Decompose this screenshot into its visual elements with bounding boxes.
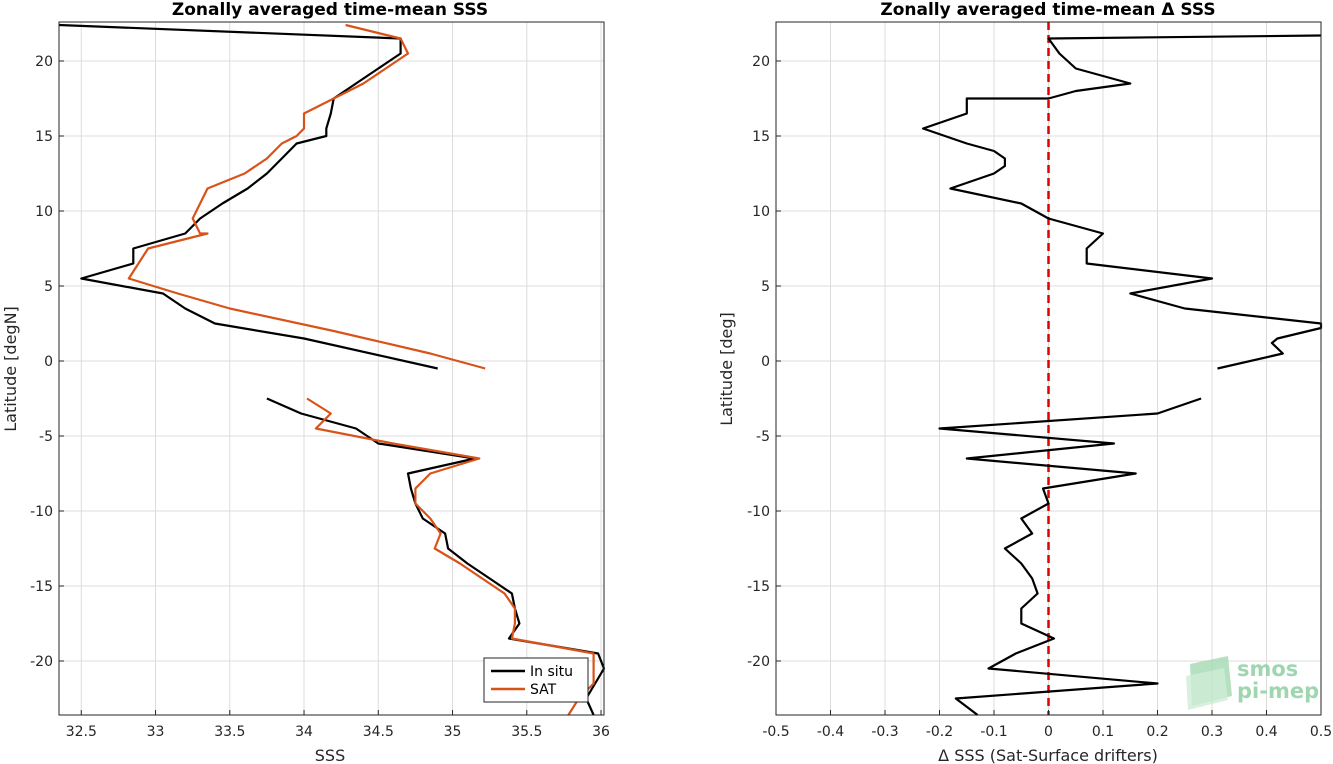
left-y-axis-label: Latitude [degN] xyxy=(1,306,20,432)
x-tick-label: 0.3 xyxy=(1201,724,1223,740)
y-tick-label: -15 xyxy=(747,579,770,595)
legend-box xyxy=(483,657,589,703)
y-tick-label: 15 xyxy=(35,129,53,145)
right-plot-frame xyxy=(775,21,1322,716)
y-tick-label: 0 xyxy=(44,354,53,370)
x-tick-label: 0.2 xyxy=(1146,724,1168,740)
left-series-lines xyxy=(58,23,606,716)
y-tick-label: 15 xyxy=(752,129,770,145)
left-chart-panel: Zonally averaged time-mean SSS SSS Latit… xyxy=(1,0,610,764)
x-tick-label: 0 xyxy=(1044,724,1053,740)
legend: In situ SAT xyxy=(483,657,589,703)
x-tick-label: 32.5 xyxy=(66,724,97,740)
y-tick-label: -20 xyxy=(747,654,770,670)
x-tick-label: 34 xyxy=(295,724,313,740)
x-tick-label: -0.1 xyxy=(980,724,1007,740)
y-tick-label: 20 xyxy=(752,54,770,70)
x-tick-label: 33.5 xyxy=(214,724,245,740)
y-tick-label: -10 xyxy=(747,504,770,520)
y-tick-label: -10 xyxy=(30,504,53,520)
x-tick-label: -0.4 xyxy=(817,724,844,740)
right-x-ticks: -0.5 -0.4 -0.3 -0.2 -0.1 0 0.1 0.2 0.3 0.4 0.5 xyxy=(762,710,1332,740)
y-tick-label: 0 xyxy=(761,354,770,370)
logo-text-pi-mep: pi-mep xyxy=(1237,679,1319,703)
logo-wave-shape-2 xyxy=(1186,668,1228,710)
legend-label-sat: SAT xyxy=(530,682,557,698)
x-tick-label: 35.5 xyxy=(511,724,542,740)
y-tick-label: 5 xyxy=(761,279,770,295)
x-tick-label: 0.5 xyxy=(1310,724,1332,740)
x-tick-label: 33 xyxy=(147,724,165,740)
left-x-axis-label: SSS xyxy=(315,746,345,764)
x-tick-label: 36 xyxy=(592,724,610,740)
y-tick-label: 10 xyxy=(752,204,770,220)
left-x-ticks: 32.5 33 33.5 34 34.5 35 35.5 36 xyxy=(66,710,610,740)
y-tick-label: 10 xyxy=(35,204,53,220)
logo-text-smos: smos xyxy=(1237,657,1298,681)
y-tick-label: 5 xyxy=(44,279,53,295)
right-chart-title: Zonally averaged time-mean Δ SSS xyxy=(880,0,1215,20)
x-tick-label: 35 xyxy=(444,724,462,740)
left-y-ticks: -20 -15 -10 -5 0 5 10 15 20 xyxy=(30,54,64,670)
right-chart-panel: Zonally averaged time-mean Δ SSS Δ SSS (… xyxy=(717,0,1332,764)
x-tick-label: 0.4 xyxy=(1255,724,1277,740)
y-tick-label: -15 xyxy=(30,579,53,595)
legend-label-in-situ: In situ xyxy=(530,664,573,680)
left-plot-frame xyxy=(58,21,605,716)
y-tick-label: -20 xyxy=(30,654,53,670)
series-line-sat-1 xyxy=(127,23,486,370)
x-tick-label: -0.2 xyxy=(926,724,953,740)
x-tick-label: 0.1 xyxy=(1092,724,1114,740)
y-tick-label: -5 xyxy=(39,429,53,445)
y-tick-label: 20 xyxy=(35,54,53,70)
series-line-difference-2 xyxy=(938,397,1202,716)
x-tick-label: 34.5 xyxy=(363,724,394,740)
x-tick-label: -0.5 xyxy=(762,724,789,740)
smos-pi-mep-logo: smos pi-mep xyxy=(1186,656,1319,710)
series-line-in-situ-1 xyxy=(58,23,438,370)
left-chart-title: Zonally averaged time-mean SSS xyxy=(172,0,488,20)
y-tick-label: -5 xyxy=(756,429,770,445)
right-y-axis-label: Latitude [deg] xyxy=(717,312,736,426)
right-x-axis-label: Δ SSS (Sat-Surface drifters) xyxy=(938,746,1158,764)
series-line-sat-2 xyxy=(306,397,595,716)
right-y-ticks: -20 -15 -10 -5 0 5 10 15 20 xyxy=(747,54,781,670)
x-tick-label: -0.3 xyxy=(871,724,898,740)
